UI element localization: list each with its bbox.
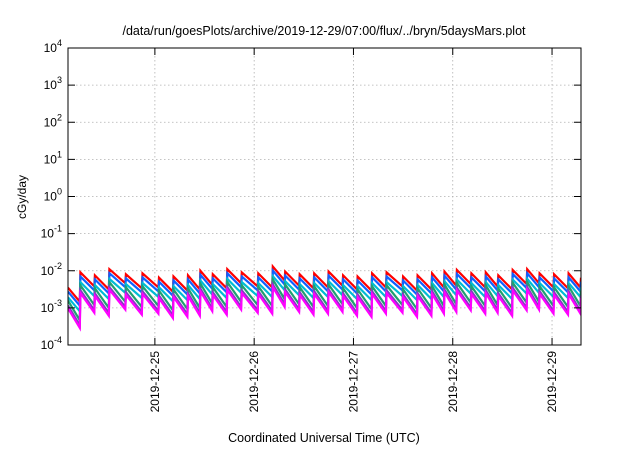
series-line: [68, 267, 581, 309]
series-line: [68, 280, 581, 330]
y-axis: 10-4 10-3 10-2 10-1 100 101 102 103 104: [41, 38, 581, 352]
x-tick-label: 2019-12-28: [446, 351, 460, 413]
y-tick-label: 102: [44, 112, 62, 129]
y-tick-label: 100: [44, 187, 62, 204]
grid-lines: [68, 48, 581, 345]
x-tick-label: 2019-12-29: [545, 351, 559, 413]
x-tick-label: 2019-12-27: [346, 351, 360, 413]
x-tick-label: 2019-12-25: [148, 351, 162, 413]
series-line: [68, 283, 581, 332]
series-line: [68, 263, 581, 305]
y-tick-label: 104: [44, 38, 62, 55]
series-layer: [68, 263, 581, 332]
series-line: [68, 275, 581, 325]
y-tick-label: 10-2: [41, 261, 62, 278]
y-tick-label: 10-3: [41, 298, 62, 315]
x-axis: 2019-12-25 2019-12-26 2019-12-27 2019-12-28…: [148, 48, 559, 412]
y-tick-label: 101: [44, 149, 62, 166]
x-tick-label: 2019-12-26: [247, 351, 261, 413]
y-tick-label: 103: [44, 75, 62, 92]
y-tick-label: 10-1: [41, 224, 62, 241]
y-axis-label: cGy/day: [15, 175, 29, 219]
chart-title: /data/run/goesPlots/archive/2019-12-29/0…: [122, 24, 526, 38]
x-axis-label: Coordinated Universal Time (UTC): [228, 431, 420, 445]
y-tick-label: 10-4: [41, 335, 62, 352]
series-line: [68, 273, 581, 315]
